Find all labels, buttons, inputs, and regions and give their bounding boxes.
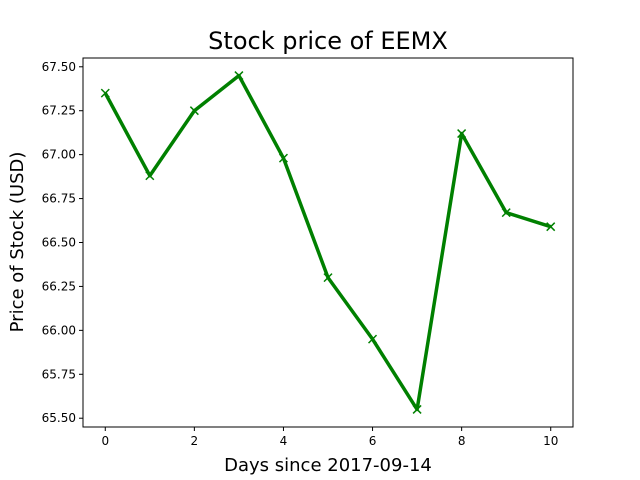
y-tick-label: 66.25 [42, 279, 76, 293]
y-tick-label: 66.00 [42, 323, 76, 337]
y-tick-label: 65.50 [42, 411, 76, 425]
x-tick-label: 10 [543, 434, 558, 448]
y-axis-ticks: 65.50 65.75 66.00 66.25 66.50 66.75 67.00 67.25… [42, 60, 83, 425]
data-point-marker [100, 88, 110, 98]
x-tick-label: 2 [191, 434, 199, 448]
y-tick-label: 67.25 [42, 104, 76, 118]
marker-stroke [189, 106, 199, 116]
marker-stroke [278, 153, 288, 163]
marker-stroke [368, 334, 378, 344]
data-point-marker [234, 71, 244, 81]
data-point-marker [145, 171, 155, 181]
marker-stroke [546, 222, 556, 232]
x-tick-label: 0 [101, 434, 109, 448]
x-tick-label: 6 [369, 434, 377, 448]
y-tick-label: 67.00 [42, 148, 76, 162]
marker-stroke [323, 273, 333, 283]
data-point-marker [189, 106, 199, 116]
marker-stroke [100, 88, 110, 98]
data-point-marker [368, 334, 378, 344]
marker-stroke [412, 404, 422, 414]
marker-stroke [234, 71, 244, 81]
chart-title: Stock price of EEMX [208, 27, 448, 55]
x-tick-label: 4 [280, 434, 288, 448]
y-tick-label: 65.75 [42, 367, 76, 381]
y-axis-label: Price of Stock (USD) [7, 152, 28, 333]
data-point-marker [457, 129, 467, 139]
series-layer [100, 71, 556, 414]
x-axis-ticks: 0 2 4 6 8 10 [101, 427, 558, 448]
y-tick-label: 66.75 [42, 192, 76, 206]
data-point-marker [278, 153, 288, 163]
marker-stroke [501, 208, 511, 218]
y-tick-label: 66.50 [42, 236, 76, 250]
marker-stroke [145, 171, 155, 181]
marker-stroke [457, 129, 467, 139]
data-point-marker [412, 404, 422, 414]
x-axis-label: Days since 2017-09-14 [224, 455, 432, 476]
x-tick-label: 8 [458, 434, 466, 448]
data-point-marker [546, 222, 556, 232]
data-point-marker [323, 273, 333, 283]
y-tick-label: 67.50 [42, 60, 76, 74]
data-point-marker [501, 208, 511, 218]
